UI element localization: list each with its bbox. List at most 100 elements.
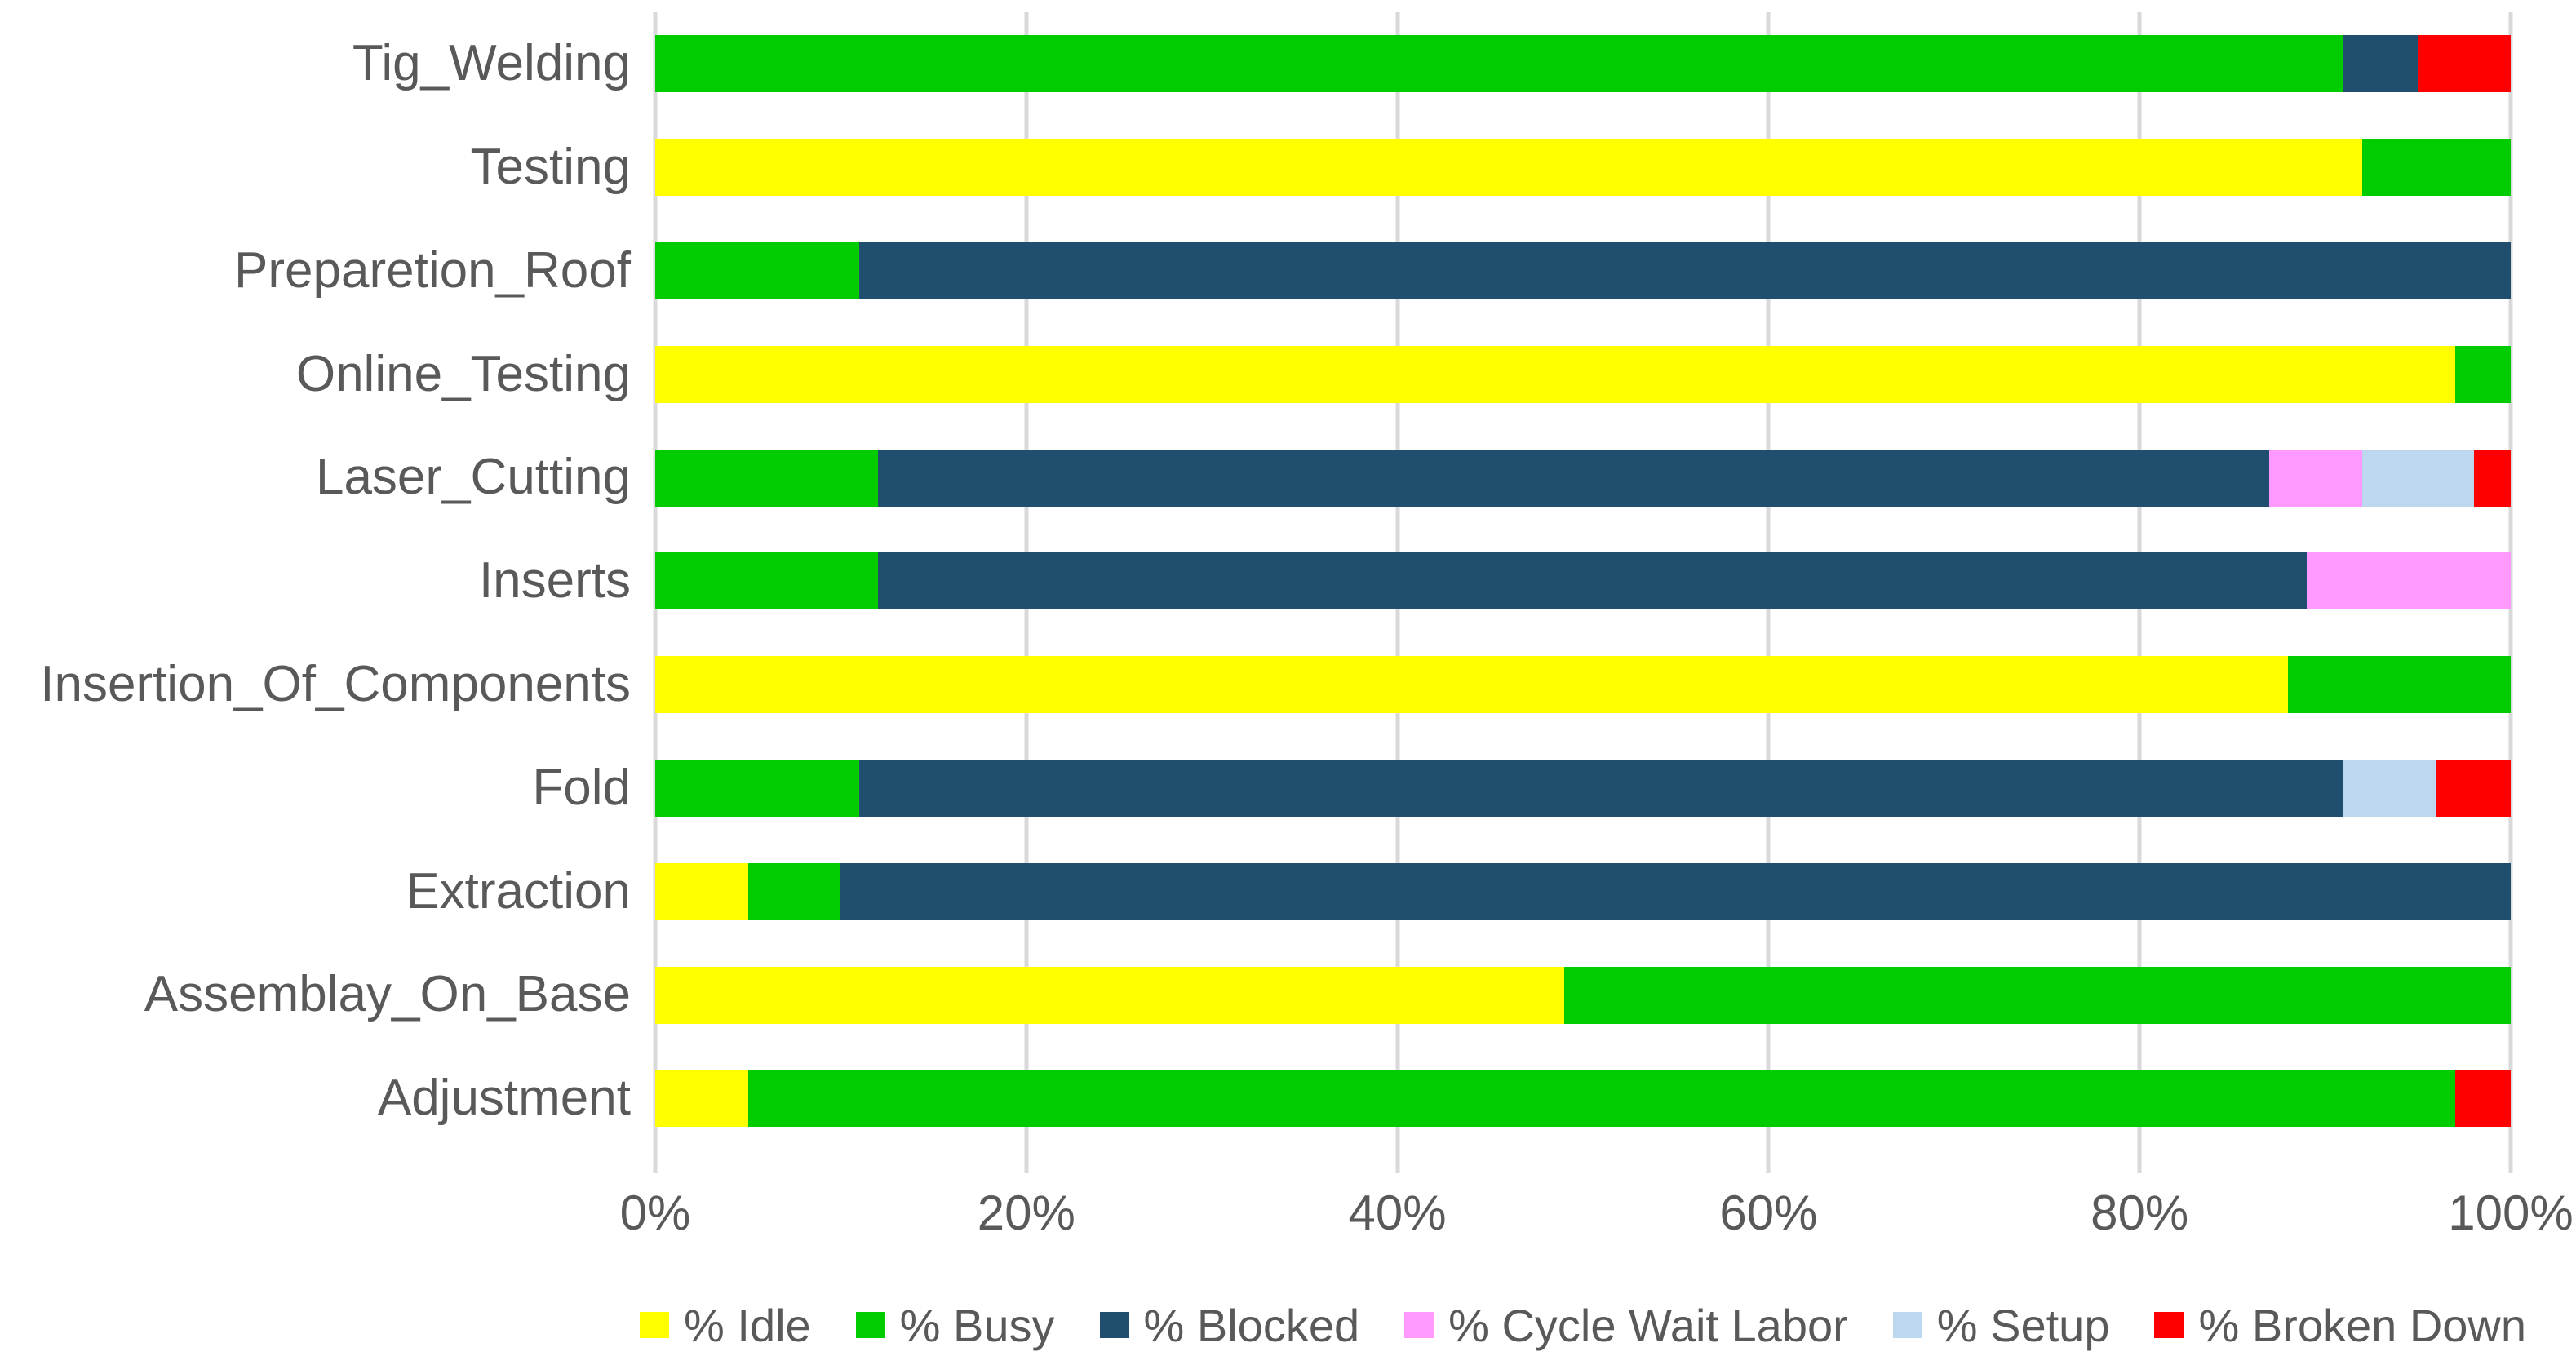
bar-rows: Tig_Welding Testing Preparetion_Roof Online… bbox=[0, 12, 2576, 1150]
category-label: Laser_Cutting bbox=[315, 449, 631, 506]
tick-mark bbox=[1024, 1150, 1029, 1173]
tick-mark bbox=[653, 1150, 658, 1173]
bar-track bbox=[655, 1070, 2511, 1128]
bar-segment bbox=[655, 449, 878, 507]
legend-swatch bbox=[1404, 1312, 1434, 1338]
legend-label: % Broken Down bbox=[2198, 1299, 2526, 1351]
legend-swatch bbox=[1892, 1312, 1922, 1338]
bar-segment bbox=[859, 242, 2511, 299]
bar-row: Insertion_Of_Components bbox=[0, 633, 2576, 737]
legend: % Idle % Busy % Blocked % Cycle Wait Labor%… bbox=[640, 1299, 2526, 1352]
bar-track bbox=[655, 862, 2511, 920]
bar-track bbox=[655, 656, 2511, 714]
bar-track bbox=[655, 966, 2511, 1024]
bar-segment bbox=[655, 656, 2289, 714]
bar-segment bbox=[655, 35, 2344, 93]
bar-segment bbox=[2343, 759, 2436, 817]
tick-mark bbox=[1395, 1150, 1400, 1173]
legend-item: % Busy bbox=[855, 1299, 1055, 1352]
category-label: Inserts bbox=[478, 552, 631, 609]
tick-mark bbox=[2508, 1150, 2513, 1173]
legend-item: % Blocked bbox=[1099, 1299, 1360, 1352]
bar-segment bbox=[747, 1070, 2455, 1128]
legend-label: % Blocked bbox=[1143, 1299, 1360, 1351]
x-tick-label: 100% bbox=[2448, 1186, 2574, 1240]
bar-row: Fold bbox=[0, 737, 2576, 840]
legend-swatch bbox=[855, 1312, 885, 1338]
tick-mark bbox=[1766, 1150, 1771, 1173]
bar-segment bbox=[2269, 449, 2363, 507]
bar-segment bbox=[2454, 345, 2511, 403]
bar-segment bbox=[2436, 759, 2511, 817]
bar-segment bbox=[2343, 35, 2419, 93]
legend-label: % Busy bbox=[899, 1299, 1055, 1351]
x-tick-label: 0% bbox=[619, 1186, 691, 1240]
bar-track bbox=[655, 242, 2511, 299]
x-tick-label: 60% bbox=[1719, 1186, 1818, 1240]
legend-item: % Broken Down bbox=[2154, 1299, 2526, 1352]
bar-segment bbox=[2362, 449, 2474, 507]
bar-row: Extraction bbox=[0, 840, 2576, 943]
bar-row: Testing bbox=[0, 116, 2576, 219]
bar-segment bbox=[655, 552, 878, 610]
bar-segment bbox=[655, 862, 748, 920]
legend-item: % Cycle Wait Labor bbox=[1404, 1299, 1848, 1352]
bar-segment bbox=[877, 552, 2307, 610]
bar-track bbox=[655, 552, 2511, 610]
bar-track bbox=[655, 759, 2511, 817]
category-label: Online_Testing bbox=[295, 345, 631, 402]
bar-row: Assemblay_On_Base bbox=[0, 943, 2576, 1047]
bar-segment bbox=[2418, 35, 2511, 93]
bar-row: Inserts bbox=[0, 530, 2576, 633]
legend-swatch bbox=[2154, 1312, 2184, 1338]
bar-track bbox=[655, 345, 2511, 403]
bar-segment bbox=[655, 966, 1565, 1024]
legend-item: % Setup bbox=[1892, 1299, 2110, 1352]
legend-swatch bbox=[1099, 1312, 1129, 1338]
category-label: Adjustment bbox=[377, 1070, 631, 1127]
bar-row: Tig_Welding bbox=[0, 12, 2576, 116]
bar-row: Preparetion_Roof bbox=[0, 219, 2576, 323]
category-label: Testing bbox=[470, 139, 631, 196]
category-label: Insertion_Of_Components bbox=[40, 656, 631, 713]
bar-segment bbox=[655, 1070, 748, 1128]
x-tick-label: 20% bbox=[977, 1186, 1075, 1240]
bar-segment bbox=[655, 242, 860, 299]
bar-segment bbox=[840, 862, 2511, 920]
bar-track bbox=[655, 35, 2511, 93]
bar-segment bbox=[2473, 449, 2511, 507]
bar-row: Laser_Cutting bbox=[0, 426, 2576, 530]
bar-segment bbox=[859, 759, 2344, 817]
bar-track bbox=[655, 139, 2511, 197]
bar-segment bbox=[1564, 966, 2511, 1024]
bar-segment bbox=[655, 139, 2363, 197]
bar-segment bbox=[2288, 656, 2511, 714]
category-label: Tig_Welding bbox=[352, 35, 631, 92]
gridline bbox=[2508, 12, 2513, 1150]
x-tick-label: 40% bbox=[1348, 1186, 1447, 1240]
x-axis-tickmarks bbox=[653, 1150, 2513, 1173]
bar-row: Adjustment bbox=[0, 1047, 2576, 1150]
category-label: Fold bbox=[532, 759, 631, 816]
legend-label: % Cycle Wait Labor bbox=[1448, 1299, 1848, 1351]
bar-segment bbox=[877, 449, 2270, 507]
legend-label: % Setup bbox=[1936, 1299, 2110, 1351]
legend-item: % Idle bbox=[640, 1299, 811, 1352]
bar-track bbox=[655, 449, 2511, 507]
bar-row: Online_Testing bbox=[0, 322, 2576, 426]
bar-segment bbox=[2306, 552, 2511, 610]
category-label: Assemblay_On_Base bbox=[144, 966, 631, 1023]
bar-segment bbox=[2454, 1070, 2511, 1128]
bar-segment bbox=[655, 345, 2455, 403]
bar-segment bbox=[2362, 139, 2511, 197]
bar-segment bbox=[655, 759, 860, 817]
x-tick-label: 80% bbox=[2091, 1186, 2189, 1240]
tick-mark bbox=[2137, 1150, 2142, 1173]
category-label: Preparetion_Roof bbox=[234, 242, 631, 299]
legend-swatch bbox=[640, 1312, 670, 1338]
legend-label: % Idle bbox=[684, 1299, 811, 1351]
bar-segment bbox=[747, 862, 841, 920]
x-axis-labels: 0% 20% 40% 60% 80% 100% bbox=[620, 1185, 2574, 1250]
category-label: Extraction bbox=[406, 862, 631, 920]
